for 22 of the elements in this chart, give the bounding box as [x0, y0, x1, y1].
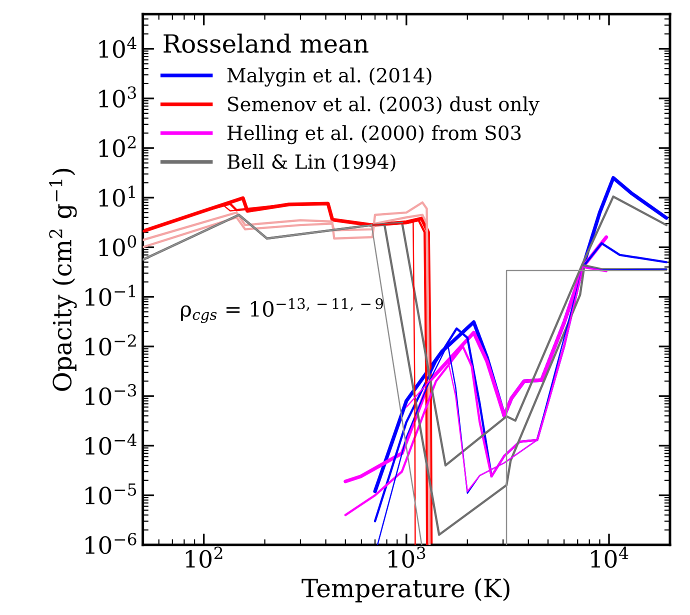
- y-tick-label: 10$^{0}$: [99, 235, 136, 256]
- y-tick-label: 10$^{1}$: [99, 186, 135, 207]
- y-tick-label: 10$^{2}$: [99, 136, 136, 158]
- y-tick-label: 10$^{−4}$: [86, 434, 137, 455]
- y-tick-label: 10$^{4}$: [99, 36, 136, 58]
- y-tick-label: 10$^{−1}$: [86, 284, 135, 306]
- x-tick-label: 10$^{3}$: [388, 546, 426, 568]
- y-tick-label: 10$^{−5}$: [86, 483, 136, 504]
- legend-title: Rosseland mean: [164, 34, 368, 53]
- legend-label: Semenov et al. (2003) dust only: [228, 96, 540, 116]
- y-tick-label: 10$^{−3}$: [86, 384, 136, 406]
- x-tick-label: 10$^{4}$: [591, 546, 628, 568]
- legend-label: Malygin et al. (2014): [227, 68, 432, 87]
- y-tick-label: 10$^{3}$: [99, 86, 136, 108]
- y-tick-label: 10$^{−2}$: [86, 334, 136, 356]
- legend-label: Bell & Lin (1994): [228, 154, 396, 172]
- x-tick-label: 10$^{2}$: [186, 546, 222, 568]
- annotation: ρ$_{cgs}$ = 10$^{−13,−11,−9}$: [181, 298, 384, 324]
- x-axis-title: Temperature (K): [302, 578, 510, 602]
- legend-label: Helling et al. (2000) from S03: [228, 125, 521, 144]
- y-tick-label: 10$^{−6}$: [86, 532, 136, 554]
- y-axis-title: Opacity (cm$^{2}$ g$^{−1}$): [49, 168, 77, 391]
